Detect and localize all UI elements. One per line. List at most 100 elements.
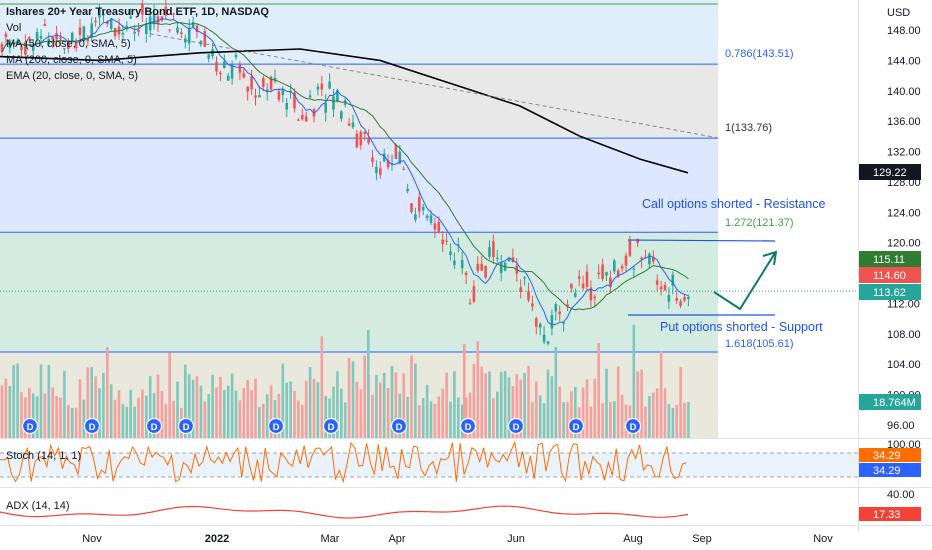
candle xyxy=(538,323,542,328)
candle xyxy=(648,253,651,265)
volume-bar xyxy=(367,330,370,438)
candle xyxy=(386,159,390,168)
candle xyxy=(589,287,593,301)
volume-bar xyxy=(519,379,522,438)
candle xyxy=(254,95,257,98)
volume-bar xyxy=(659,351,663,438)
volume-bar xyxy=(86,367,90,438)
candle xyxy=(675,298,678,301)
candle xyxy=(297,119,300,121)
volume-bar xyxy=(316,382,320,438)
candle xyxy=(35,32,39,40)
candle xyxy=(398,151,402,164)
candle xyxy=(351,122,355,128)
candle xyxy=(223,61,226,69)
volume-bar xyxy=(121,404,125,438)
fib-level-label: 1.272(121.37) xyxy=(725,217,794,229)
candle xyxy=(402,168,405,170)
x-axis-label: 2022 xyxy=(205,533,229,545)
candle xyxy=(226,75,230,81)
volume-bar xyxy=(168,352,171,438)
price-badge xyxy=(859,394,921,410)
dividend-marker xyxy=(145,417,163,435)
dividend-marker xyxy=(322,417,340,435)
candle xyxy=(367,137,370,144)
candle xyxy=(102,13,105,16)
candle xyxy=(238,64,242,73)
candle xyxy=(0,43,4,53)
dividend-marker xyxy=(624,417,642,435)
volume-bar xyxy=(301,404,304,438)
volume-bar xyxy=(47,364,51,438)
candle xyxy=(601,264,604,279)
candle xyxy=(258,95,261,98)
volume-bar xyxy=(141,389,144,438)
candle xyxy=(145,23,148,34)
candle xyxy=(74,42,78,48)
volume-bar xyxy=(616,366,620,438)
candle xyxy=(507,258,511,262)
volume-bar xyxy=(441,388,444,438)
volume-bar xyxy=(472,363,476,438)
candle xyxy=(562,322,565,324)
candle xyxy=(86,38,90,42)
candle xyxy=(480,263,483,271)
candle xyxy=(566,304,569,307)
volume-bar xyxy=(277,393,281,438)
price-badge-label: 18.764M xyxy=(873,397,916,409)
candle xyxy=(269,76,273,90)
volume-bar xyxy=(320,336,324,438)
volume-bar xyxy=(187,374,191,438)
volume-bar xyxy=(632,324,636,438)
candle xyxy=(180,32,183,35)
candle xyxy=(640,257,643,260)
price-tick: 132.00 xyxy=(887,147,921,159)
candle xyxy=(679,301,682,306)
volume-bar xyxy=(574,386,577,438)
candle xyxy=(609,277,612,288)
x-axis-label: Apr xyxy=(388,533,405,545)
volume-bar xyxy=(172,400,175,438)
candle xyxy=(425,215,429,219)
resistance-line xyxy=(627,239,776,242)
candle xyxy=(113,27,117,37)
resistance-annotation: Call options shorted - Resistance xyxy=(642,197,825,211)
price-badge xyxy=(859,164,921,180)
price-badge xyxy=(859,284,921,300)
candle xyxy=(207,54,210,59)
volume-bar xyxy=(297,400,300,438)
volume-bar xyxy=(16,363,19,438)
candle xyxy=(63,48,66,50)
volume-bar xyxy=(336,371,339,438)
volume-bar xyxy=(480,366,483,438)
volume-bar xyxy=(343,402,347,438)
adx-badge-label: 17.33 xyxy=(873,509,901,521)
volume-bar xyxy=(258,406,261,438)
volume-bar xyxy=(558,386,561,438)
candle xyxy=(628,240,632,256)
volume-bar xyxy=(113,399,117,438)
candle xyxy=(574,292,577,297)
candle xyxy=(98,9,101,18)
candle xyxy=(499,262,503,273)
volume-bar xyxy=(398,393,402,438)
volume-bar xyxy=(418,405,421,438)
volume-bar xyxy=(152,392,156,438)
volume-bar xyxy=(613,401,616,438)
volume-bar xyxy=(215,387,218,438)
volume-bar xyxy=(644,406,647,438)
volume-bar xyxy=(63,370,66,438)
volume-bar xyxy=(371,394,374,438)
candle xyxy=(363,132,366,134)
candle xyxy=(593,296,597,299)
chart-title: Ishares 20+ Year Treasury Bond ETF, 1D, … xyxy=(6,6,269,18)
candle xyxy=(109,19,113,29)
candle xyxy=(616,270,620,278)
volume-bar xyxy=(648,395,651,438)
candle xyxy=(39,36,43,39)
candle xyxy=(523,277,526,279)
dividend-marker xyxy=(177,417,195,435)
volume-bar xyxy=(554,346,558,438)
